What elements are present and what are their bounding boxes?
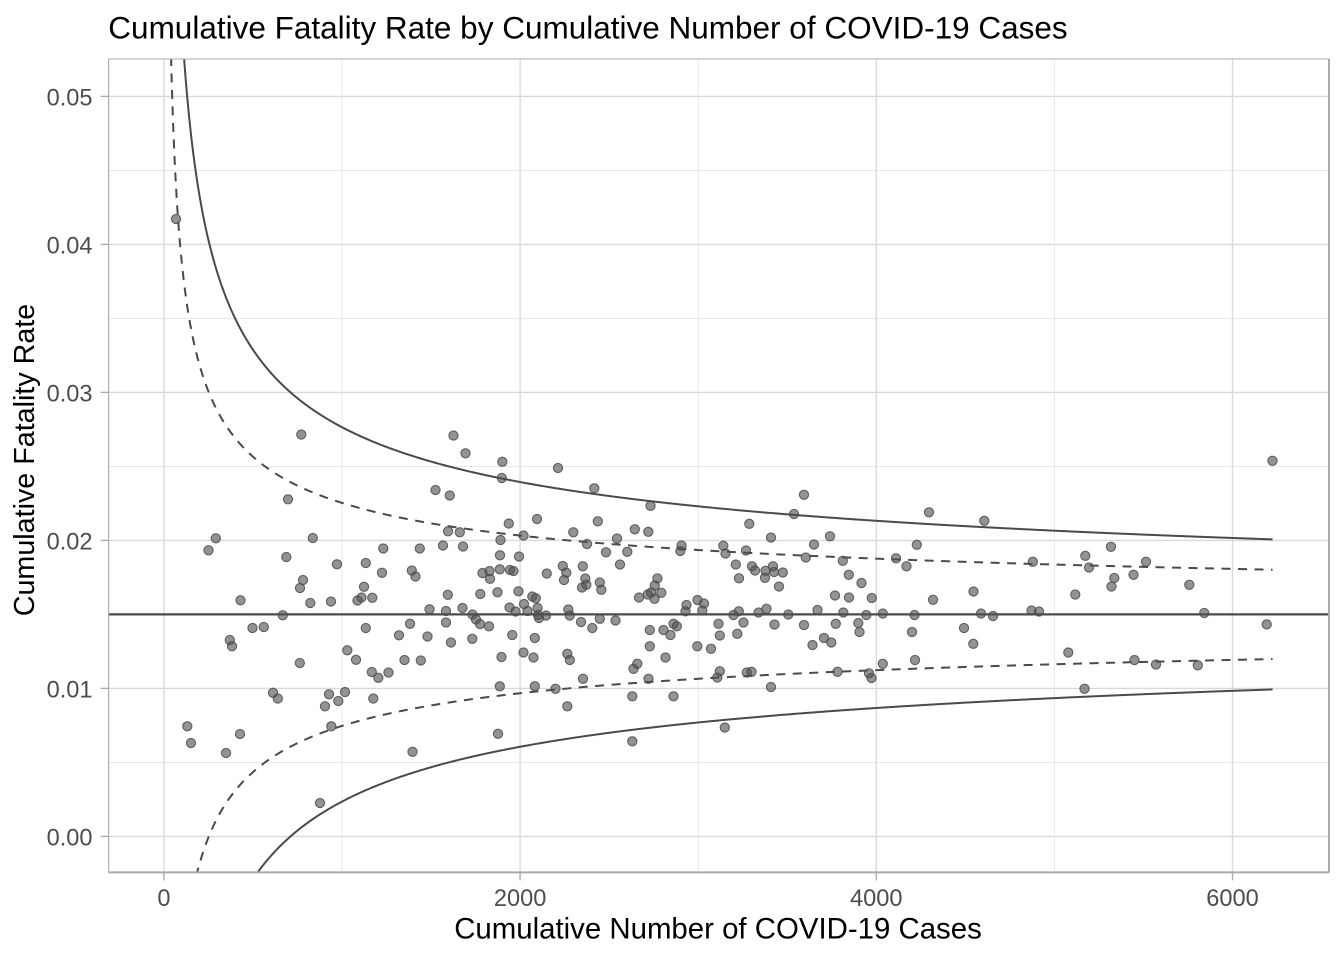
svg-text:0.03: 0.03 bbox=[47, 382, 93, 408]
svg-text:0: 0 bbox=[157, 886, 170, 912]
svg-text:0.02: 0.02 bbox=[47, 530, 93, 556]
svg-text:Cumulative Number of COVID-19: Cumulative Number of COVID-19 Cases bbox=[454, 913, 982, 946]
svg-text:0.01: 0.01 bbox=[47, 678, 93, 704]
svg-text:0.00: 0.00 bbox=[47, 826, 93, 852]
svg-text:6000: 6000 bbox=[1206, 886, 1259, 912]
svg-text:Cumulative Fatality Rate: Cumulative Fatality Rate bbox=[9, 304, 41, 617]
svg-text:0.04: 0.04 bbox=[47, 234, 93, 260]
svg-text:Cumulative Fatality Rate by Cu: Cumulative Fatality Rate by Cumulative N… bbox=[108, 10, 1067, 46]
svg-text:0.05: 0.05 bbox=[47, 86, 93, 112]
svg-text:4000: 4000 bbox=[850, 886, 903, 912]
svg-text:2000: 2000 bbox=[494, 886, 547, 912]
